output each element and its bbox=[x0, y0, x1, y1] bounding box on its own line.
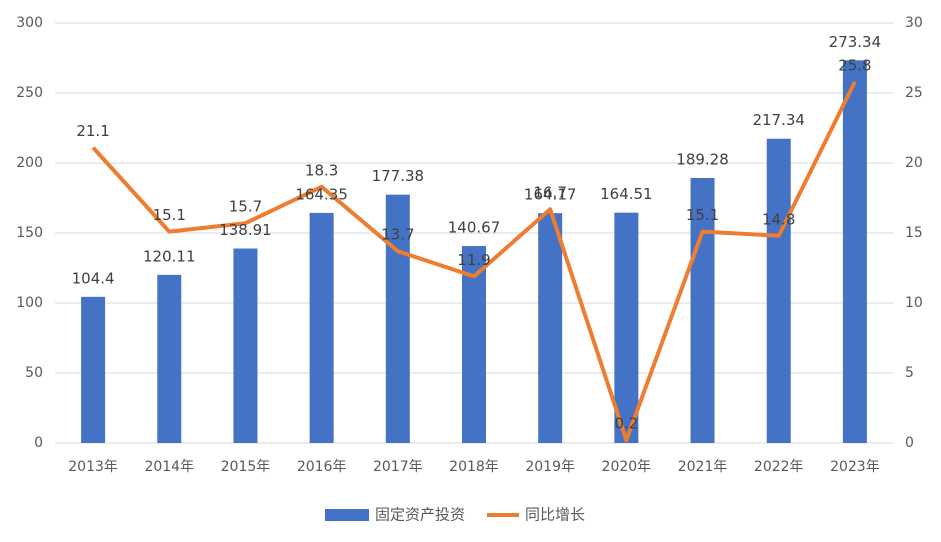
y2-tick-label: 30 bbox=[905, 15, 923, 31]
line bbox=[91, 80, 857, 443]
y-tick-label: 250 bbox=[16, 85, 43, 101]
bar bbox=[690, 178, 715, 443]
y2-tick-label: 15 bbox=[905, 225, 923, 241]
y2-tick-label: 0 bbox=[905, 435, 914, 451]
bar bbox=[538, 213, 563, 443]
y2-tick-label: 20 bbox=[905, 155, 923, 171]
y2-tick-label: 5 bbox=[905, 365, 914, 381]
y2-tick-label: 10 bbox=[905, 295, 923, 311]
y-tick-label: 150 bbox=[16, 225, 43, 241]
x-tick-label: 2016年 bbox=[297, 459, 347, 475]
data-label: 25.8 bbox=[838, 56, 871, 74]
x-tick-label: 2019年 bbox=[525, 459, 575, 475]
data-label: 273.34 bbox=[829, 33, 882, 51]
data-label: 138.91 bbox=[219, 221, 272, 239]
y-tick-label: 100 bbox=[16, 295, 43, 311]
x-tick-label: 2017年 bbox=[373, 459, 423, 475]
legend-label: 同比增长 bbox=[525, 506, 585, 524]
legend-swatch bbox=[325, 509, 369, 521]
bar bbox=[309, 212, 334, 443]
bar bbox=[385, 194, 410, 443]
bar bbox=[462, 246, 486, 443]
data-label: 217.34 bbox=[752, 111, 805, 129]
data-label: 177.38 bbox=[372, 167, 425, 185]
data-label: 164.35 bbox=[295, 185, 348, 203]
x-tick-label: 2013年 bbox=[68, 459, 118, 475]
y2-tick-label: 25 bbox=[905, 85, 923, 101]
bar bbox=[233, 248, 258, 443]
x-tick-label: 2015年 bbox=[221, 459, 271, 475]
x-tick-label: 2020年 bbox=[602, 459, 652, 475]
data-label: 164.51 bbox=[600, 185, 653, 203]
data-label: 0.2 bbox=[614, 415, 638, 433]
x-tick-label: 2021年 bbox=[678, 459, 728, 475]
bar bbox=[842, 60, 867, 443]
data-label: 189.28 bbox=[676, 151, 729, 169]
data-label: 21.1 bbox=[76, 122, 109, 140]
bar bbox=[157, 274, 182, 443]
data-label: 15.7 bbox=[229, 198, 262, 216]
data-label: 18.3 bbox=[305, 161, 338, 179]
x-tick-label: 2018年 bbox=[449, 459, 499, 475]
data-label: 140.67 bbox=[448, 219, 501, 237]
bar bbox=[81, 296, 106, 443]
data-label: 11.9 bbox=[457, 251, 490, 269]
y-tick-label: 200 bbox=[16, 155, 43, 171]
x-tick-label: 2022年 bbox=[754, 459, 804, 475]
data-label: 164.17 bbox=[524, 186, 577, 204]
data-label: 120.11 bbox=[143, 247, 196, 265]
data-label: 13.7 bbox=[381, 226, 414, 244]
data-label: 104.4 bbox=[72, 269, 115, 287]
y-tick-label: 0 bbox=[34, 435, 43, 451]
data-label: 16.7 bbox=[533, 184, 566, 202]
legend-label: 固定资产投资 bbox=[375, 506, 465, 524]
data-label: 15.1 bbox=[686, 206, 719, 224]
y-tick-label: 50 bbox=[25, 365, 43, 381]
x-tick-label: 2023年 bbox=[830, 459, 880, 475]
data-label: 15.1 bbox=[153, 206, 186, 224]
data-label: 14.8 bbox=[762, 210, 795, 228]
bar bbox=[766, 138, 791, 443]
bar bbox=[614, 212, 639, 443]
x-tick-label: 2014年 bbox=[144, 459, 194, 475]
y-tick-label: 300 bbox=[16, 15, 43, 31]
